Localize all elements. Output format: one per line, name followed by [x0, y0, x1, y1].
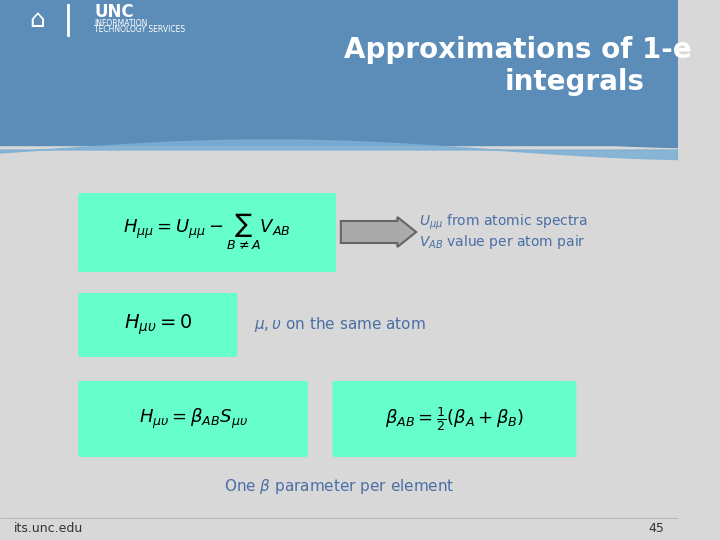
Text: $H_{\mu\upsilon} = \beta_{AB} S_{\mu\upsilon}$: $H_{\mu\upsilon} = \beta_{AB} S_{\mu\ups…: [138, 407, 248, 431]
FancyBboxPatch shape: [78, 193, 336, 272]
Polygon shape: [0, 128, 678, 147]
FancyBboxPatch shape: [78, 293, 238, 357]
Text: its.unc.edu: its.unc.edu: [14, 523, 84, 536]
Text: One $\beta$ parameter per element: One $\beta$ parameter per element: [224, 477, 454, 496]
Text: $\beta_{AB} = \frac{1}{2}(\beta_A + \beta_B)$: $\beta_{AB} = \frac{1}{2}(\beta_A + \bet…: [385, 405, 524, 433]
Text: $H_{\mu\upsilon} = 0$: $H_{\mu\upsilon} = 0$: [124, 313, 192, 338]
Text: $\mu, \upsilon$ on the same atom: $\mu, \upsilon$ on the same atom: [254, 315, 426, 334]
Polygon shape: [0, 140, 678, 159]
Text: Approximations of 1-e: Approximations of 1-e: [344, 36, 692, 64]
Text: 45: 45: [648, 523, 664, 536]
Text: integrals: integrals: [505, 68, 644, 96]
Text: $U_{\mu\mu}$ from atomic spectra: $U_{\mu\mu}$ from atomic spectra: [419, 212, 588, 232]
Text: TECHNOLOGY SERVICES: TECHNOLOGY SERVICES: [94, 25, 185, 35]
Text: INFORMATION: INFORMATION: [94, 18, 148, 28]
FancyBboxPatch shape: [78, 381, 308, 457]
Text: UNC: UNC: [94, 3, 134, 21]
Text: ⌂: ⌂: [30, 8, 45, 32]
Text: $V_{AB}$ value per atom pair: $V_{AB}$ value per atom pair: [419, 233, 585, 251]
Text: $H_{\mu\mu} = U_{\mu\mu} - \sum_{B \neq A} V_{AB}$: $H_{\mu\mu} = U_{\mu\mu} - \sum_{B \neq …: [123, 212, 291, 252]
Bar: [0, 140, 678, 540]
FancyArrow shape: [341, 217, 416, 247]
Bar: [0, 0, 678, 145]
FancyBboxPatch shape: [333, 381, 576, 457]
